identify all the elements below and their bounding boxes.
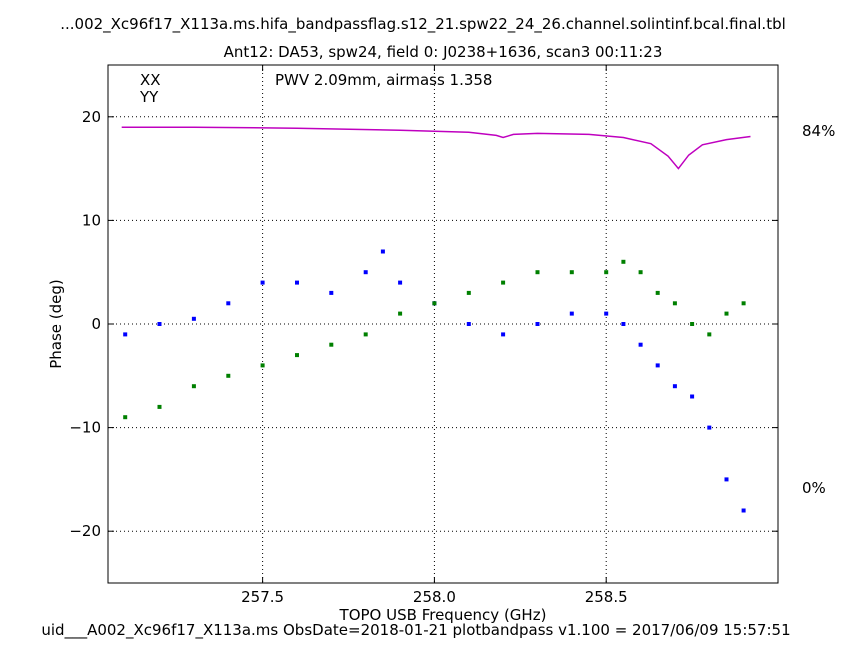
points-layer bbox=[123, 249, 746, 513]
transmission-bottom-label: 0% bbox=[802, 479, 826, 497]
data-point-yy bbox=[690, 322, 695, 326]
data-point-xx bbox=[157, 322, 162, 326]
data-point-xx bbox=[672, 384, 677, 389]
data-point-xx bbox=[226, 301, 231, 306]
plot-background bbox=[108, 65, 778, 583]
data-point-xx bbox=[621, 322, 626, 326]
data-point-yy bbox=[123, 415, 128, 420]
data-point-yy bbox=[569, 270, 574, 275]
data-point-yy bbox=[191, 384, 196, 389]
data-point-yy bbox=[638, 270, 643, 275]
chart-subtitle: Ant12: DA53, spw24, field 0: J0238+1636,… bbox=[224, 43, 663, 61]
data-point-yy bbox=[260, 363, 265, 368]
data-point-yy bbox=[604, 270, 609, 275]
chart-title: ...002_Xc96f17_X113a.ms.hifa_bandpassfla… bbox=[60, 15, 786, 34]
data-point-xx bbox=[690, 394, 695, 399]
data-point-xx bbox=[501, 332, 506, 337]
data-point-xx bbox=[398, 280, 403, 285]
data-point-yy bbox=[363, 332, 368, 337]
data-point-xx bbox=[295, 280, 299, 285]
footer-text: uid___A002_Xc96f17_X113a.ms ObsDate=2018… bbox=[41, 621, 790, 640]
y-tick-label: −20 bbox=[69, 522, 101, 540]
pwv-annotation: PWV 2.09mm, airmass 1.358 bbox=[275, 71, 492, 89]
transmission-top-label: 84% bbox=[802, 122, 835, 140]
data-point-yy bbox=[295, 353, 299, 358]
y-tick-label: −10 bbox=[69, 419, 101, 437]
y-tick-label: 10 bbox=[82, 211, 101, 229]
transmission-curve bbox=[121, 126, 751, 170]
data-point-yy bbox=[398, 311, 403, 316]
x-tick-label: 257.5 bbox=[241, 588, 284, 606]
data-point-yy bbox=[655, 290, 660, 295]
data-point-yy bbox=[432, 301, 437, 306]
data-point-yy bbox=[329, 342, 334, 347]
data-point-xx bbox=[569, 311, 574, 316]
ticks-layer: 257.5 258.0 258.5 −20 −10 0 10 20 bbox=[69, 65, 778, 606]
data-point-xx bbox=[123, 332, 128, 337]
data-point-xx bbox=[329, 290, 334, 295]
x-tick-label: 258.5 bbox=[585, 588, 628, 606]
data-point-yy bbox=[466, 290, 471, 295]
data-point-yy bbox=[501, 280, 506, 285]
data-point-yy bbox=[157, 404, 162, 409]
y-tick-label: 20 bbox=[82, 108, 101, 126]
legend-yy: YY bbox=[139, 88, 159, 106]
y-tick-label: 0 bbox=[91, 315, 101, 333]
data-point-xx bbox=[707, 425, 712, 430]
data-point-yy bbox=[672, 301, 677, 306]
y-axis-label: Phase (deg) bbox=[47, 279, 65, 369]
data-point-xx bbox=[741, 508, 746, 513]
data-point-xx bbox=[380, 249, 385, 254]
data-point-yy bbox=[707, 332, 712, 337]
data-point-xx bbox=[638, 342, 643, 347]
data-point-xx bbox=[535, 322, 540, 326]
legend-xx: XX bbox=[140, 71, 161, 89]
data-point-yy bbox=[621, 259, 626, 264]
data-point-yy bbox=[741, 301, 746, 306]
data-point-xx bbox=[466, 322, 471, 326]
data-point-xx bbox=[655, 363, 660, 368]
x-tick-label: 258.0 bbox=[413, 588, 456, 606]
data-point-xx bbox=[260, 280, 265, 285]
data-point-xx bbox=[724, 477, 729, 482]
data-point-yy bbox=[535, 270, 540, 275]
data-point-xx bbox=[604, 311, 609, 316]
data-point-xx bbox=[191, 316, 196, 321]
data-point-yy bbox=[724, 311, 729, 316]
data-point-yy bbox=[226, 373, 231, 378]
data-point-xx bbox=[363, 270, 368, 275]
x-axis-label: TOPO USB Frequency (GHz) bbox=[339, 606, 547, 624]
transmission-layer bbox=[121, 126, 751, 170]
